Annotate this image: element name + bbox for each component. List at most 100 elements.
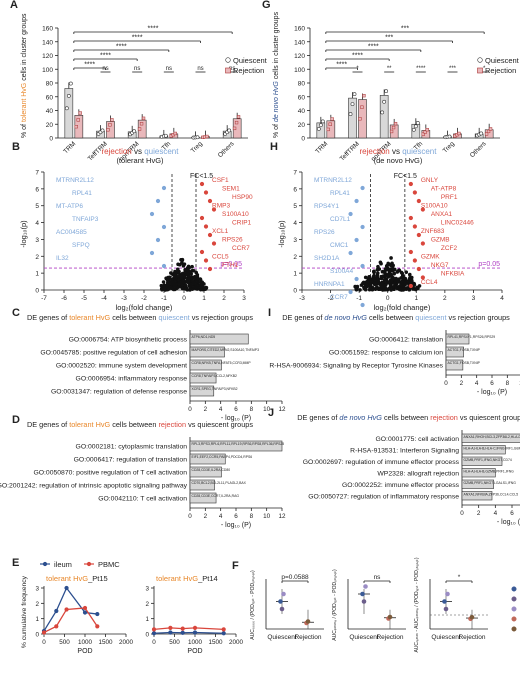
volcano-point-ns bbox=[172, 285, 177, 290]
enrichment-bar-genes: CCR8,TNFAIP3,CCL2,NFKB2 bbox=[192, 374, 238, 378]
gene-label-down: SH2D1A bbox=[314, 255, 340, 262]
series-point-ileum bbox=[64, 585, 69, 591]
y-tick-label: 160 bbox=[294, 26, 305, 33]
volcano-title: rejection vs quiescent bbox=[360, 147, 438, 156]
point-quiescent bbox=[316, 127, 321, 131]
x-tick-label: 0 bbox=[188, 513, 192, 520]
volcano-point-ns bbox=[398, 286, 403, 291]
x-tick-label: 500 bbox=[59, 639, 70, 646]
volcano-point-up bbox=[416, 266, 421, 272]
data-point bbox=[305, 619, 311, 624]
enrichment-term-label: WP2328: allograft rejection bbox=[377, 470, 459, 477]
point-rejection bbox=[234, 120, 239, 125]
x-tick-label: 8 bbox=[250, 406, 254, 413]
y-tick-label: 0 bbox=[145, 632, 149, 639]
x-tick-label: 0 bbox=[188, 406, 192, 413]
volcano-point-ns bbox=[188, 270, 192, 275]
gene-label-down: HNRNPA1 bbox=[314, 281, 345, 288]
x-tick-label: 0 bbox=[42, 639, 46, 646]
series-line-ileum bbox=[153, 631, 224, 634]
volcano-point-down bbox=[354, 198, 359, 204]
y-tick-label: 3 bbox=[35, 586, 39, 593]
volcano-point-ns bbox=[354, 286, 358, 291]
volcano-point-down bbox=[354, 276, 359, 282]
y-tick-label: 5 bbox=[35, 203, 39, 210]
legend-marker bbox=[511, 626, 517, 632]
volcano-point-up bbox=[416, 232, 421, 238]
x-axis-label: log₂(fold change) bbox=[374, 303, 431, 312]
y-tick-label: 100 bbox=[294, 67, 305, 74]
x-tick-label: Rejection bbox=[376, 634, 403, 641]
volcano-point-ns bbox=[188, 288, 192, 292]
sig-label: ns bbox=[166, 66, 172, 72]
point-rejection bbox=[360, 105, 364, 109]
series-point-ileum bbox=[95, 611, 100, 617]
x-tick-label: 2 bbox=[204, 406, 208, 413]
volcano-point-down bbox=[348, 289, 353, 295]
point-rejection bbox=[232, 126, 237, 131]
gene-label-down: RPL41 bbox=[72, 190, 92, 197]
legend-marker bbox=[511, 606, 517, 612]
legend-label-ileum: ileum bbox=[54, 560, 72, 569]
data-point bbox=[443, 606, 449, 612]
series-point-pbmc bbox=[192, 625, 198, 630]
point-rejection bbox=[139, 122, 144, 126]
x-tick-label: -4 bbox=[101, 295, 107, 302]
x-tick-label: 3 bbox=[242, 295, 246, 302]
volcano-point-ns bbox=[383, 283, 388, 287]
enrichment-bar bbox=[461, 445, 506, 455]
enrichment-bar-genes: ANXA1,NFKBIA,ZFP36,CCL4,CCL5 bbox=[464, 493, 519, 497]
series-point-pbmc bbox=[95, 624, 100, 629]
x-tick-label: 2000 bbox=[119, 639, 134, 646]
y-tick-label: 40 bbox=[298, 108, 306, 115]
volcano-point-ns bbox=[368, 285, 373, 290]
gene-label-up: RMP3 bbox=[212, 203, 230, 210]
point-rejection bbox=[326, 127, 330, 132]
p-threshold-label: p=0.05 bbox=[478, 261, 500, 268]
volcano-point-ns bbox=[173, 272, 178, 277]
volcano-point-ns bbox=[404, 270, 409, 274]
y-tick-label: 1 bbox=[145, 616, 149, 623]
sig-label: * bbox=[356, 66, 359, 72]
volcano-point-ns bbox=[386, 286, 391, 291]
y-tick-label: 60 bbox=[46, 94, 54, 101]
volcano-point-ns bbox=[175, 269, 180, 274]
data-point bbox=[387, 614, 393, 620]
sig-label: *** bbox=[449, 66, 457, 72]
volcano-point-ns bbox=[397, 279, 401, 284]
volcano-point-up bbox=[420, 275, 425, 280]
volcano-point-ns bbox=[399, 276, 403, 280]
y-tick-label: 4 bbox=[35, 220, 39, 227]
x-tick-label: Rejection bbox=[458, 634, 485, 641]
point-rejection bbox=[108, 123, 112, 127]
volcano-point-ns bbox=[362, 281, 367, 285]
volcano-point-ns bbox=[389, 263, 393, 268]
gene-label-up: CRIP1 bbox=[232, 220, 252, 227]
enrichment-bar bbox=[189, 479, 215, 491]
volcano-point-ns bbox=[386, 261, 391, 266]
sig-label: **** bbox=[84, 62, 95, 69]
series-point-pbmc bbox=[180, 626, 185, 631]
x-tick-label: 1 bbox=[202, 295, 206, 302]
volcano-point-ns bbox=[407, 272, 412, 277]
x-axis-label: - log₁₀ (P) bbox=[221, 415, 251, 422]
volcano-point-ns bbox=[390, 266, 395, 271]
point-rejection bbox=[457, 131, 461, 136]
enrichment-title: DE genes of tolerant HvG cells between r… bbox=[27, 420, 253, 429]
y-tick-label: 80 bbox=[298, 81, 306, 88]
gene-label-up: ZCF2 bbox=[441, 245, 458, 252]
volcano-point-up bbox=[211, 241, 217, 246]
y-tick-label: 0 bbox=[35, 288, 39, 295]
volcano-point-ns bbox=[187, 277, 191, 281]
volcano-point-ns bbox=[358, 288, 362, 292]
point-quiescent bbox=[64, 106, 69, 111]
enrichment-term-label: R-HSA-913531: Interferon Signaling bbox=[350, 447, 459, 454]
volcano-point-down bbox=[348, 211, 353, 217]
volcano-point-down bbox=[348, 250, 353, 256]
gene-label-up: ANXA1 bbox=[431, 211, 453, 218]
enrichment-bar-genes: CD70,BCL2,BCL2L11,PLAGL2,BAX bbox=[192, 481, 247, 485]
series-point-ileum bbox=[151, 631, 157, 636]
volcano-point-down bbox=[161, 263, 167, 269]
y-tick-label: 0 bbox=[35, 632, 39, 639]
panel-letter-A: A bbox=[10, 0, 18, 11]
